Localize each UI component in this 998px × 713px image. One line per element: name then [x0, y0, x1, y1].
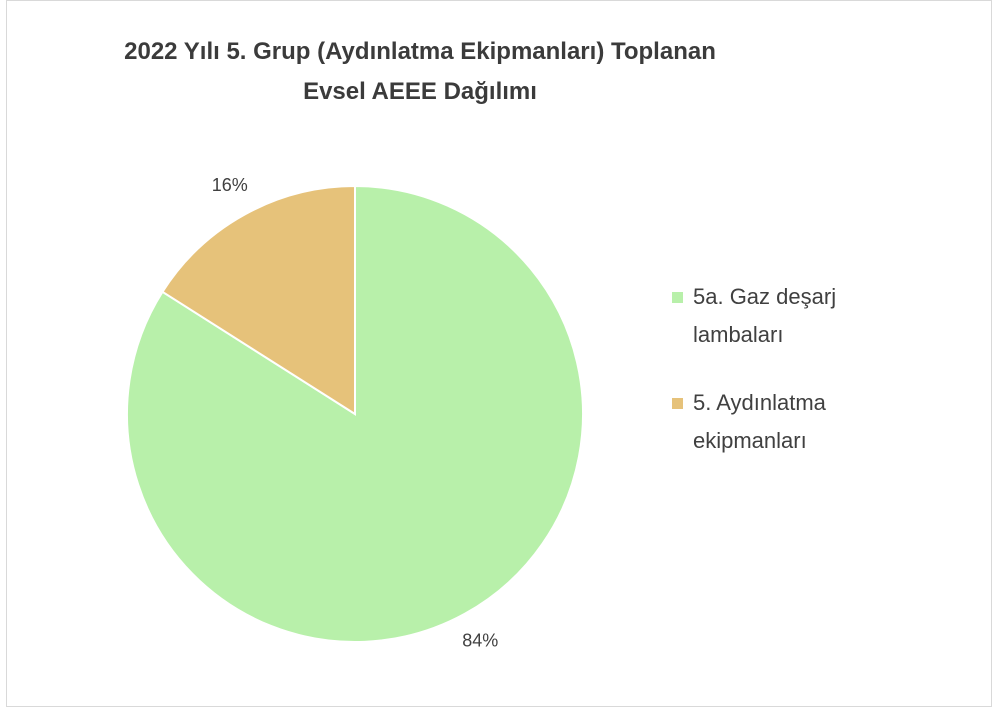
legend-label: 5a. Gaz deşarj lambaları [693, 278, 872, 354]
data-label: 84% [462, 631, 498, 651]
legend-swatch [672, 292, 683, 303]
data-label: 16% [212, 175, 248, 195]
chart: 84% 16% 2022 Yılı 5. Grup (Aydınlatma Eki… [0, 0, 998, 713]
legend-swatch [672, 398, 683, 409]
legend-label: 5. Aydınlatma ekipmanları [693, 384, 872, 460]
legend-entry: 5a. Gaz deşarj lambaları [672, 278, 872, 354]
legend-entry: 5. Aydınlatma ekipmanları [672, 384, 872, 460]
chart-title: 2022 Yılı 5. Grup (Aydınlatma Ekipmanlar… [120, 32, 720, 112]
